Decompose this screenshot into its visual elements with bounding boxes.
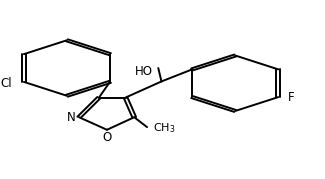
Text: CH$_3$: CH$_3$ — [153, 121, 175, 135]
Text: HO: HO — [135, 65, 153, 78]
Text: N: N — [67, 111, 75, 124]
Text: F: F — [288, 91, 294, 104]
Text: O: O — [102, 131, 111, 144]
Text: Cl: Cl — [0, 77, 12, 90]
